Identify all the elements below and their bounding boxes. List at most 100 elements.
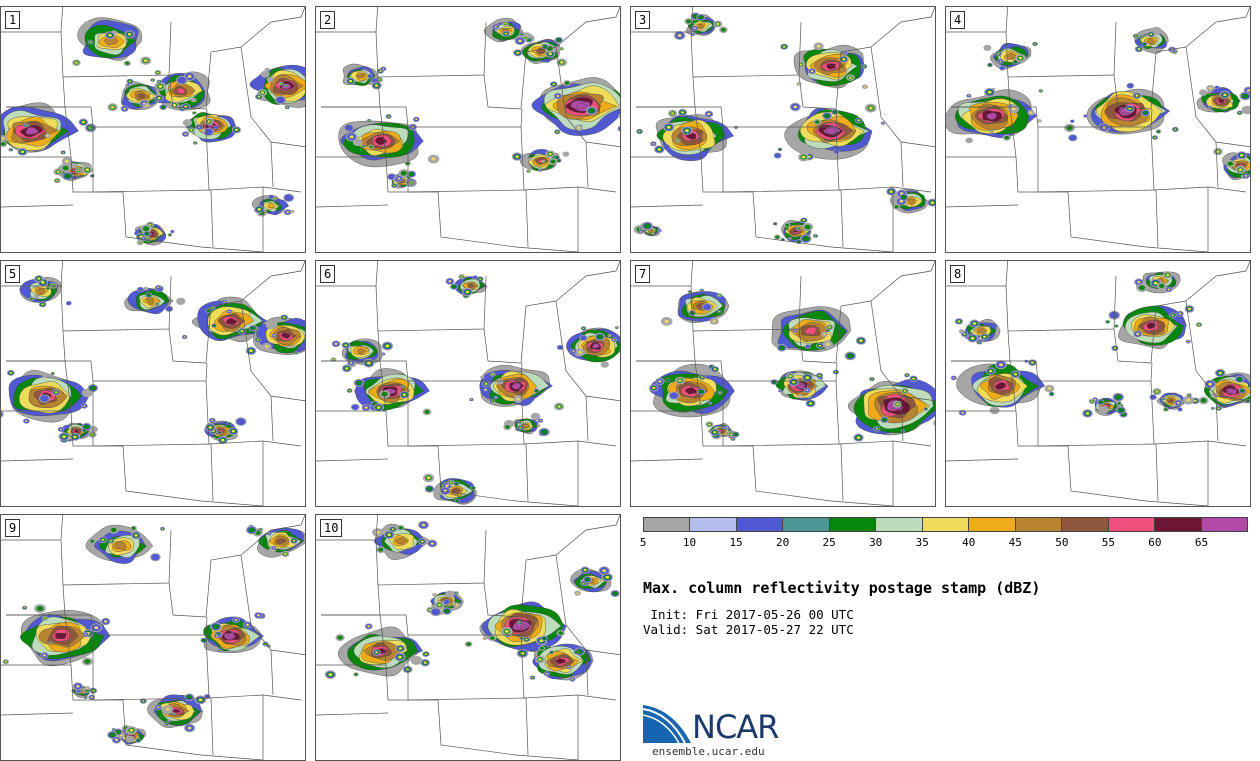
reflectivity-cell [168,720,170,722]
colorbar-tick-label: 60 [1148,536,1162,549]
reflectivity-cell [249,349,253,353]
reflectivity-cell [33,294,40,299]
reflectivity-cell [676,139,679,142]
state-border [205,126,302,193]
reflectivity-cell [257,95,261,98]
reflectivity-cell [426,486,433,491]
state-border [636,330,696,362]
reflectivity-cell [802,219,806,222]
reflectivity-cell [657,148,662,151]
reflectivity-cell [984,379,987,381]
reflectivity-cell [82,429,86,432]
reflectivity-cell [557,405,561,408]
reflectivity-cell [439,493,441,494]
reflectivity-cell [542,636,547,640]
reflectivity-cell [268,195,274,199]
reflectivity-cell [30,297,33,300]
state-border [385,410,579,506]
reflectivity-cell [207,120,211,123]
state-border [520,126,617,193]
state-border [1113,300,1187,364]
reflectivity-cell [684,132,687,135]
state-border [1,458,74,462]
reflectivity-cell [520,33,523,35]
reflectivity-cell [234,619,238,622]
colorbar-tick-label: 20 [775,536,790,549]
ensemble-member-panel: 1 [0,6,306,253]
reflectivity-cell [145,104,149,107]
reflectivity-cell [494,25,498,28]
reflectivity-cell [958,329,965,334]
reflectivity-cell [1246,89,1250,92]
reflectivity-cell [806,389,809,392]
reflectivity-cell [713,368,717,371]
reflectivity-cell [789,238,791,240]
reflectivity-cell [376,406,381,409]
colorbar-tick-label: 30 [869,536,883,549]
reflectivity-cell [1208,382,1212,386]
reflectivity-cell [484,389,487,391]
reflectivity-cell [362,145,365,147]
reflectivity-echo [1227,388,1235,394]
reflectivity-cell [115,730,121,734]
reflectivity-cell [280,83,283,85]
reflectivity-cell [997,52,1000,55]
reflectivity-cell [214,126,219,129]
reflectivity-cell [572,350,575,353]
reflectivity-cell [111,527,117,533]
reflectivity-cell [582,327,585,330]
reflectivity-cell [680,111,685,114]
reflectivity-cell [89,41,92,43]
reflectivity-echo [986,112,998,120]
reflectivity-cell [260,70,270,78]
reflectivity-cell [367,74,373,79]
reflectivity-cell [41,303,44,306]
reflectivity-cell [157,97,161,100]
reflectivity-cell [524,37,527,39]
reflectivity-cell [504,32,508,35]
state-border [1005,7,1009,33]
ensemble-member-panel: 10 [315,514,621,761]
reflectivity-cell [344,344,348,347]
reflectivity-cell [110,105,115,109]
reflectivity-cell [291,210,294,213]
reflectivity-echo [556,658,566,664]
reflectivity-cell [76,685,80,688]
reflectivity-cell [234,128,239,131]
reflectivity-cell [1136,332,1140,336]
reflectivity-cell [56,179,59,182]
reflectivity-cell [156,71,160,74]
ensemble-member-panel: 6 [315,260,621,507]
reflectivity-cell [398,526,403,530]
reflectivity-cell [707,112,711,116]
reflectivity-cell [875,427,878,430]
colorbar-tick-label: 50 [1055,536,1069,549]
reflectivity-echo [177,87,186,95]
reflectivity-cell [1197,323,1201,326]
reflectivity-cell [1171,314,1175,317]
reflectivity-cell [686,19,691,24]
reflectivity-cell [125,735,135,743]
reflectivity-cell [658,229,661,232]
reflectivity-cell [366,361,371,365]
reflectivity-cell [349,79,353,83]
reflectivity-cell [400,171,407,176]
reflectivity-cell [1,137,5,140]
state-border [840,443,844,502]
reflectivity-cell [1242,93,1249,99]
reflectivity-cell [348,389,351,392]
reflectivity-cell [832,110,837,114]
reflectivity-cell [220,438,225,442]
reflectivity-cell [619,115,620,117]
reflectivity-cell [781,238,784,241]
reflectivity-cell [708,423,711,426]
state-border [585,395,589,442]
member-label: 7 [635,265,651,283]
reflectivity-cell [548,52,552,56]
reflectivity-cell [793,105,798,109]
reflectivity-cell [605,575,610,579]
reflectivity-cell [1216,150,1220,153]
reflectivity-cell [799,63,803,66]
state-border [1215,141,1219,188]
reflectivity-cell [1155,390,1159,393]
